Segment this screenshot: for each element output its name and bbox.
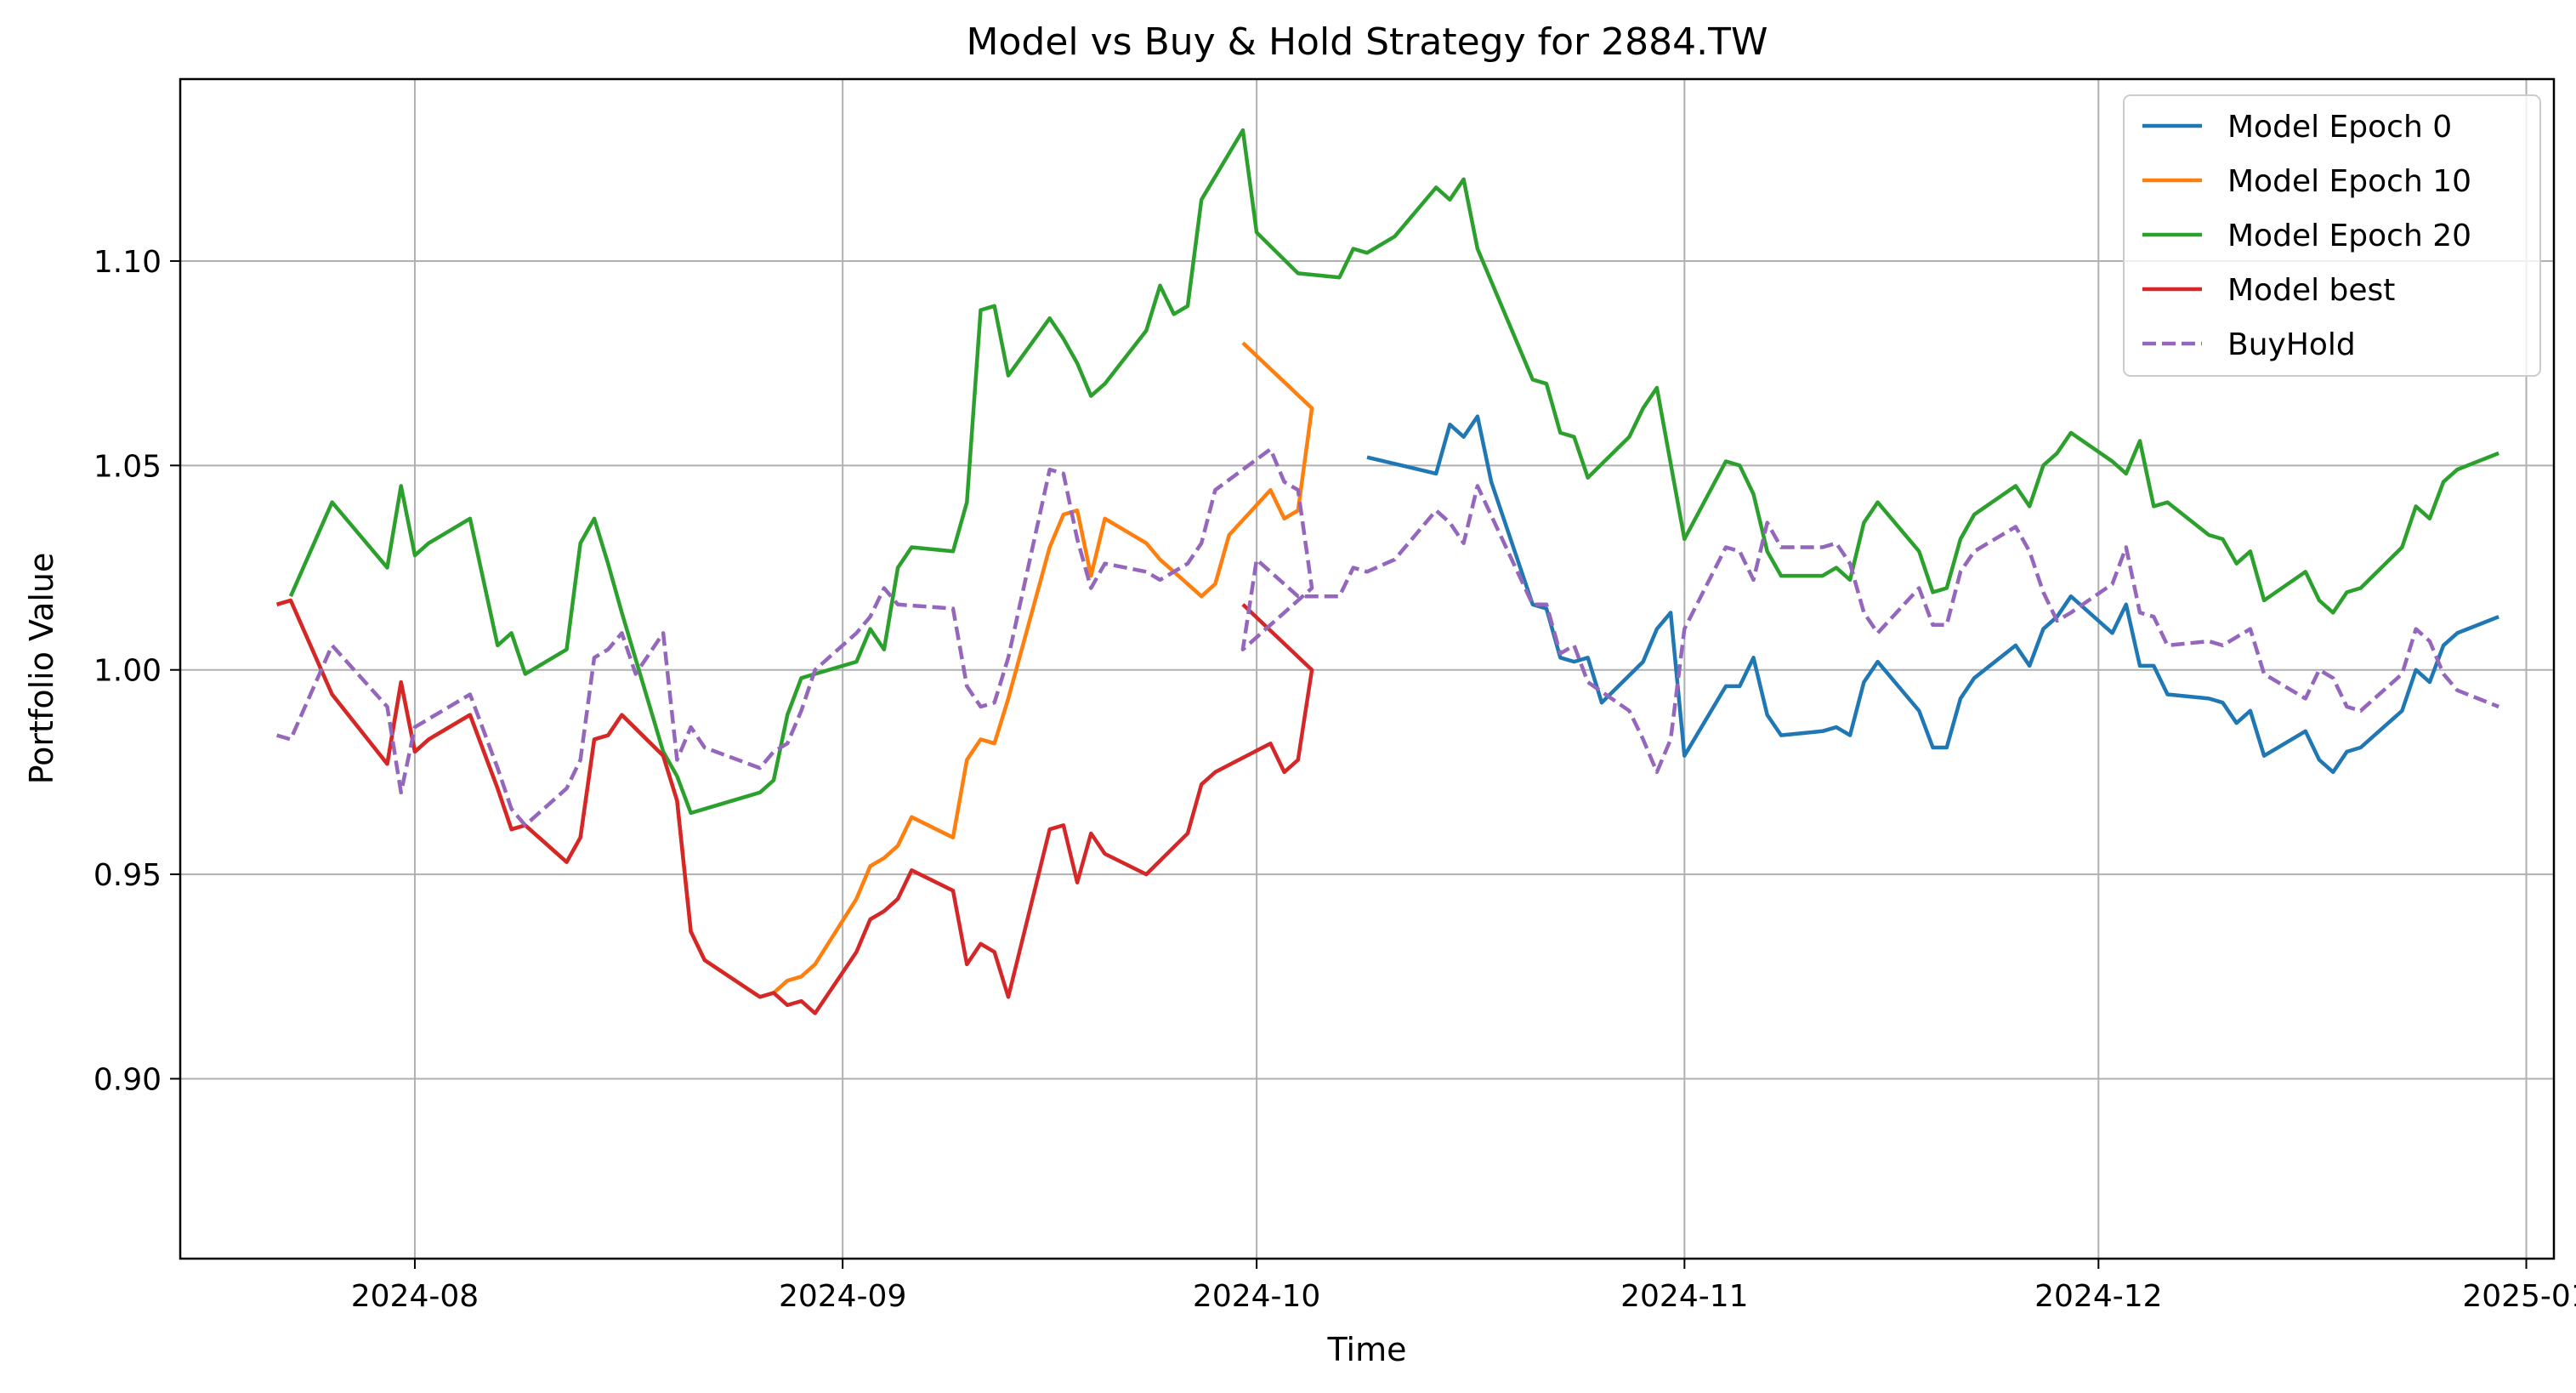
series-line-0 — [1366, 414, 2499, 775]
x-axis-label: Time — [1327, 1331, 1407, 1368]
legend-label: Model Epoch 10 — [2227, 164, 2471, 199]
x-tick-label: 2024-12 — [2034, 1279, 2162, 1314]
legend-label: Model Epoch 0 — [2227, 110, 2452, 145]
x-tick-label: 2024-09 — [779, 1279, 906, 1314]
y-tick-label: 0.90 — [94, 1062, 162, 1097]
y-tick-label: 1.10 — [94, 245, 162, 280]
y-tick-label: 1.05 — [94, 449, 162, 484]
legend-label: BuyHold — [2227, 327, 2356, 362]
x-tick-label: 2024-08 — [351, 1279, 479, 1314]
series-lines — [275, 128, 2499, 1015]
chart-title: Model vs Buy & Hold Strategy for 2884.TW — [967, 20, 1768, 64]
legend-label: Model best — [2227, 273, 2395, 308]
plot-frame — [179, 77, 2556, 1260]
legend-box — [2123, 94, 2541, 377]
x-tick-label: 2024-11 — [1620, 1279, 1748, 1314]
x-tick-label: 2024-10 — [1193, 1279, 1320, 1314]
y-tick-label: 0.95 — [94, 858, 162, 893]
y-tick-label: 1.00 — [94, 654, 162, 689]
axis-ticks: 2024-08 2024-09 2024-10 2024-11 2024-12 2025-… — [94, 245, 2576, 1314]
x-tick-label: 2025-01 — [2462, 1279, 2576, 1314]
legend: Model Epoch 0 Model Epoch 10 Model Epoch 2… — [2123, 94, 2541, 377]
series-line-4 — [275, 446, 2499, 827]
legend-label: Model Epoch 20 — [2227, 219, 2471, 253]
series-line-3 — [275, 598, 1314, 1015]
y-axis-label: Portfolio Value — [23, 553, 60, 785]
series-line-2 — [288, 128, 2499, 816]
